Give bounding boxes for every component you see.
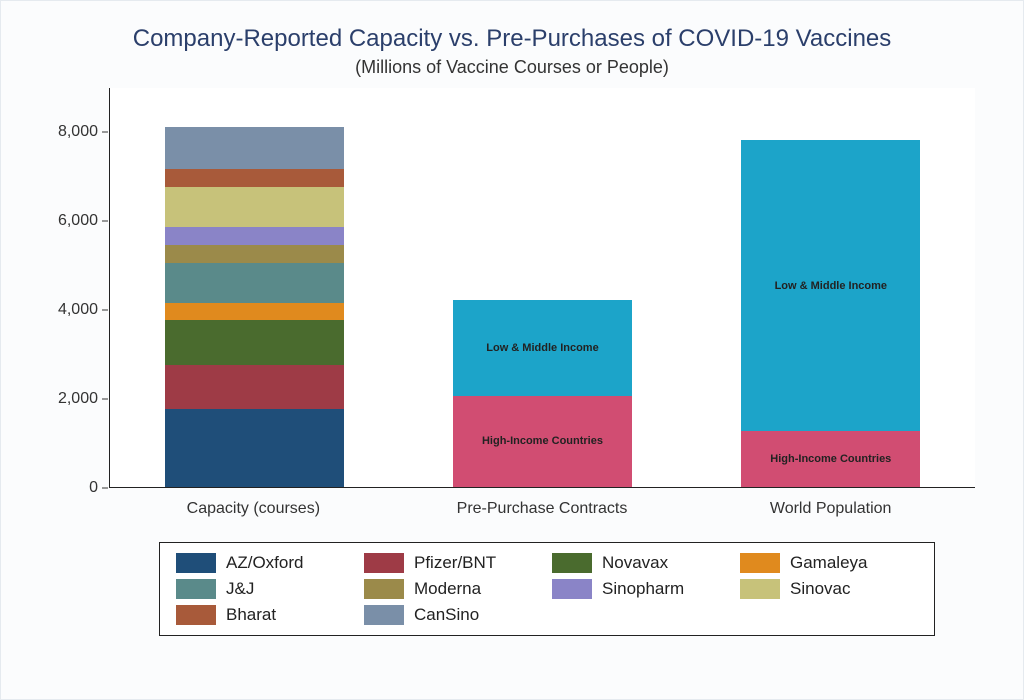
y-tick-label: 2,000 <box>38 390 98 408</box>
segment-label: High-Income Countries <box>453 435 632 447</box>
legend: AZ/Oxford Pfizer/BNT Novavax Gamaleya J&J Mod… <box>159 542 935 636</box>
legend-item-gamaleya: Gamaleya <box>740 553 918 573</box>
y-tick-label: 8,000 <box>38 123 98 141</box>
bar-segment-sinopharm <box>165 227 344 245</box>
y-tick-label: 6,000 <box>38 212 98 230</box>
bar-segment-pfizer_bnt <box>165 365 344 409</box>
bar-segment-jj <box>165 263 344 303</box>
bar-segment-novavax <box>165 320 344 364</box>
legend-item-cansino: CanSino <box>364 605 542 625</box>
bar-segment-bharat <box>165 169 344 187</box>
chart-container: Company-Reported Capacity vs. Pre-Purcha… <box>0 0 1024 700</box>
legend-label: Sinopharm <box>602 579 684 599</box>
legend-item-pfizer_bnt: Pfizer/BNT <box>364 553 542 573</box>
bar-slot: High-Income Countries Low & Middle Income <box>398 88 686 487</box>
legend-item-az_oxford: AZ/Oxford <box>176 553 354 573</box>
y-tick-mark <box>102 132 108 133</box>
legend-item-moderna: Moderna <box>364 579 542 599</box>
bar-slot <box>110 88 398 487</box>
legend-label: Gamaleya <box>790 553 867 573</box>
legend-item-novavax: Novavax <box>552 553 730 573</box>
segment-label: Low & Middle Income <box>741 280 920 292</box>
legend-label: Bharat <box>226 605 276 625</box>
bar-segment-sinovac <box>165 187 344 227</box>
legend-swatch <box>364 579 404 599</box>
legend-label: AZ/Oxford <box>226 553 303 573</box>
bar-stack: High-Income Countries Low & Middle Income <box>741 140 920 487</box>
legend-swatch <box>740 579 780 599</box>
bars-row: High-Income Countries Low & Middle Income… <box>110 88 975 487</box>
y-tick-mark <box>102 488 108 489</box>
legend-item-bharat: Bharat <box>176 605 354 625</box>
legend-label: Pfizer/BNT <box>414 553 496 573</box>
legend-swatch <box>552 553 592 573</box>
bar-slot: High-Income Countries Low & Middle Income <box>687 88 975 487</box>
legend-label: Sinovac <box>790 579 850 599</box>
legend-swatch <box>176 605 216 625</box>
legend-swatch <box>364 605 404 625</box>
bar-stack: High-Income Countries Low & Middle Income <box>453 300 632 487</box>
y-tick-label: 4,000 <box>38 301 98 319</box>
x-tick-label: World Population <box>686 492 975 528</box>
bar-stack <box>165 127 344 487</box>
legend-label: CanSino <box>414 605 479 625</box>
y-tick-mark <box>102 221 108 222</box>
bar-segment-high_income: High-Income Countries <box>741 431 920 487</box>
x-tick-label: Capacity (courses) <box>109 492 398 528</box>
plot-area: High-Income Countries Low & Middle Income… <box>109 88 975 488</box>
x-tick-label: Pre-Purchase Contracts <box>398 492 687 528</box>
legend-item-jj: J&J <box>176 579 354 599</box>
legend-swatch <box>176 579 216 599</box>
bar-segment-high_income: High-Income Countries <box>453 396 632 487</box>
x-axis: Capacity (courses)Pre-Purchase Contracts… <box>109 492 975 528</box>
bar-segment-az_oxford <box>165 409 344 487</box>
bar-segment-low_mid: Low & Middle Income <box>453 300 632 396</box>
bar-segment-gamaleya <box>165 303 344 321</box>
legend-swatch <box>552 579 592 599</box>
legend-item-sinovac: Sinovac <box>740 579 918 599</box>
legend-swatch <box>176 553 216 573</box>
bar-segment-moderna <box>165 245 344 263</box>
chart-subtitle: (Millions of Vaccine Courses or People) <box>29 57 995 78</box>
bar-segment-low_mid: Low & Middle Income <box>741 140 920 431</box>
y-tick-mark <box>102 310 108 311</box>
legend-label: Novavax <box>602 553 668 573</box>
legend-label: J&J <box>226 579 254 599</box>
chart-title: Company-Reported Capacity vs. Pre-Purcha… <box>29 25 995 53</box>
bar-segment-cansino <box>165 127 344 169</box>
segment-label: Low & Middle Income <box>453 342 632 354</box>
segment-label: High-Income Countries <box>741 453 920 465</box>
legend-label: Moderna <box>414 579 481 599</box>
y-tick-mark <box>102 399 108 400</box>
legend-swatch <box>364 553 404 573</box>
legend-item-sinopharm: Sinopharm <box>552 579 730 599</box>
y-tick-label: 0 <box>38 479 98 497</box>
y-axis: 0 2,000 4,000 6,000 8,000 <box>29 88 104 528</box>
legend-swatch <box>740 553 780 573</box>
plot-wrap: 0 2,000 4,000 6,000 8,000 High-Income Countr… <box>29 88 995 528</box>
